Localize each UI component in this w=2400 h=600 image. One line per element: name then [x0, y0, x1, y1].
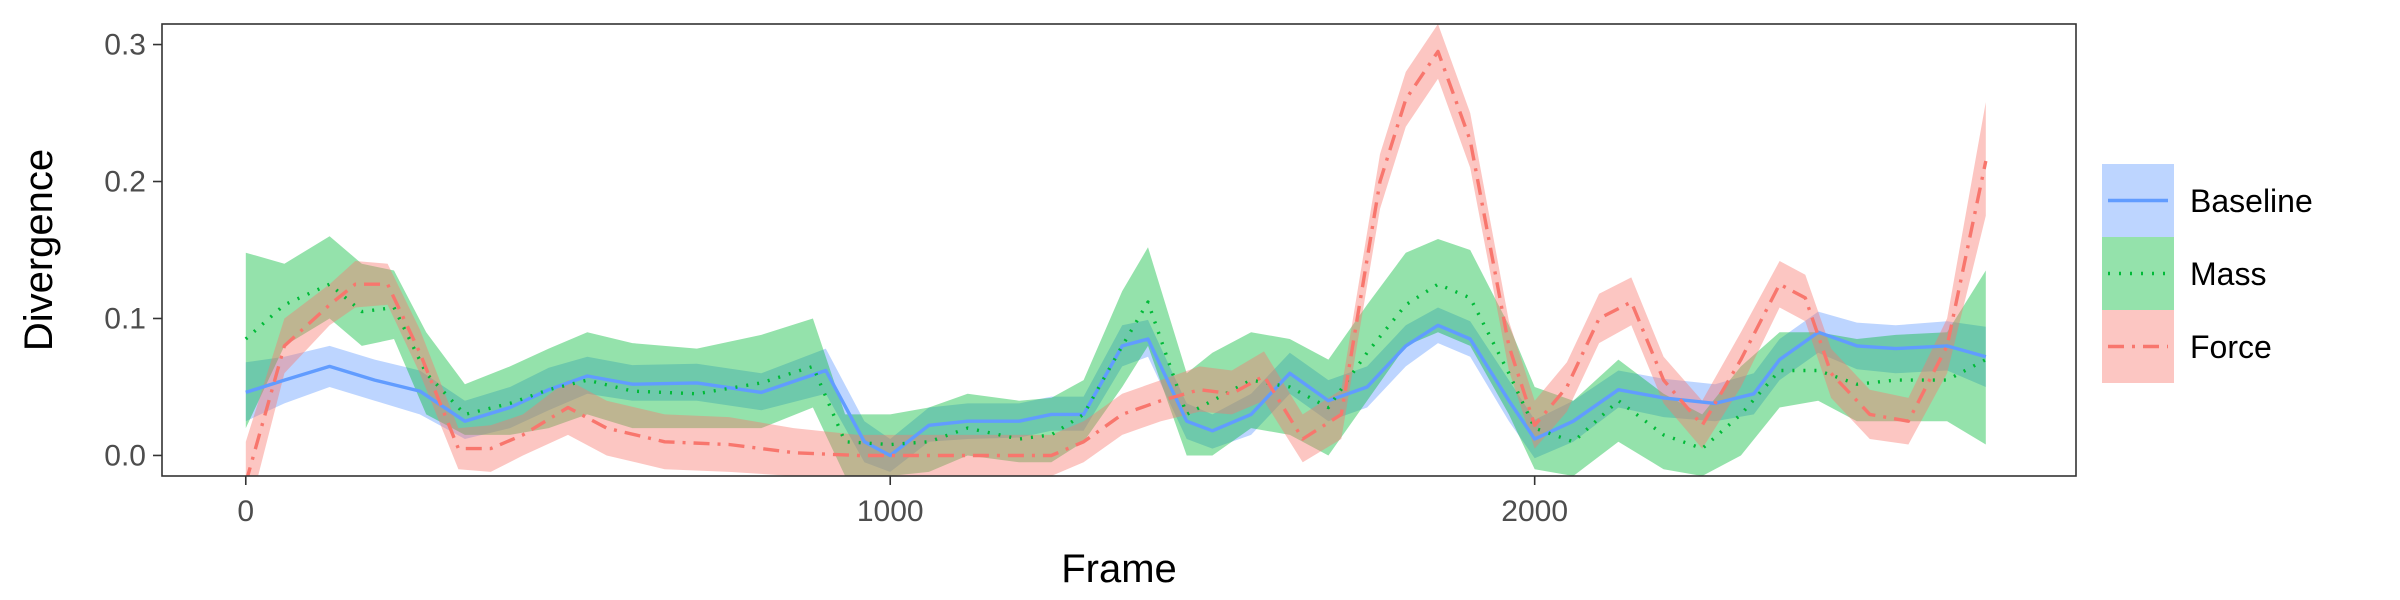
line-baseline	[245, 323, 1987, 458]
x-tick-label: 1000	[857, 495, 924, 528]
legend-label-mass: Mass	[2190, 256, 2266, 292]
x-tick-label: 0	[237, 495, 254, 528]
panel-background	[162, 24, 2076, 476]
legend-label-force: Force	[2190, 329, 2272, 365]
y-axis: 0.0 0.1 0.2 0.3	[104, 29, 162, 472]
legend-label-baseline: Baseline	[2190, 183, 2313, 219]
legend-key-mass	[2102, 237, 2174, 310]
line-force	[245, 49, 1988, 476]
y-tick-label: 0.1	[104, 302, 146, 335]
y-axis-title: Divergence	[17, 149, 61, 351]
legend-key-baseline	[2102, 164, 2174, 237]
line-mass	[244, 282, 1987, 451]
series-lines	[244, 49, 1988, 476]
panel-border	[161, 23, 2077, 477]
y-tick-label: 0.3	[104, 29, 146, 62]
y-tick-label: 0.0	[104, 439, 146, 472]
x-axis: 0 1000 2000	[237, 476, 1568, 528]
x-tick-label: 2000	[1501, 495, 1568, 528]
legend: Baseline Mass Force	[2102, 164, 2313, 383]
y-tick-label: 0.2	[104, 166, 146, 199]
legend-key-force	[2102, 310, 2174, 383]
x-axis-title: Frame	[1061, 547, 1177, 591]
